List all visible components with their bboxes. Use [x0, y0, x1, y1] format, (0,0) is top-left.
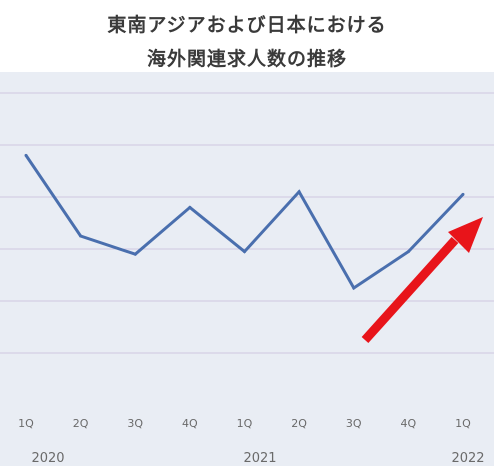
- x-tick-label-4: 1Q: [237, 417, 253, 430]
- data-point-7: [406, 250, 410, 254]
- trend-arrow-shaft: [361, 236, 459, 344]
- x-tick-label-0: 1Q: [18, 417, 34, 430]
- data-point-8: [461, 192, 465, 196]
- x-tick-label-6: 3Q: [346, 417, 362, 430]
- data-point-1: [79, 234, 83, 238]
- data-point-0: [24, 153, 28, 157]
- x-tick-label-1: 2Q: [73, 417, 89, 430]
- x-tick-label-7: 4Q: [401, 417, 417, 430]
- plot-background: [0, 72, 494, 466]
- data-point-2: [133, 252, 137, 256]
- year-label-2021: 2021: [243, 451, 276, 466]
- data-point-5: [297, 190, 301, 194]
- trend-arrow-head: [448, 217, 483, 253]
- year-label-2022: 2022: [451, 451, 484, 466]
- data-point-6: [352, 286, 356, 290]
- chart-title-line-2: 海外関連求人数の推移: [146, 48, 347, 70]
- x-tick-label-2: 3Q: [127, 417, 143, 430]
- data-point-3: [188, 205, 192, 209]
- x-tick-label-8: 1Q: [455, 417, 471, 430]
- x-tick-label-3: 4Q: [182, 417, 198, 430]
- x-tick-label-5: 2Q: [291, 417, 307, 430]
- chart-title-line-1: 東南アジアおよび日本における: [107, 14, 387, 36]
- data-point-4: [243, 250, 246, 254]
- year-label-2020: 2020: [31, 451, 64, 466]
